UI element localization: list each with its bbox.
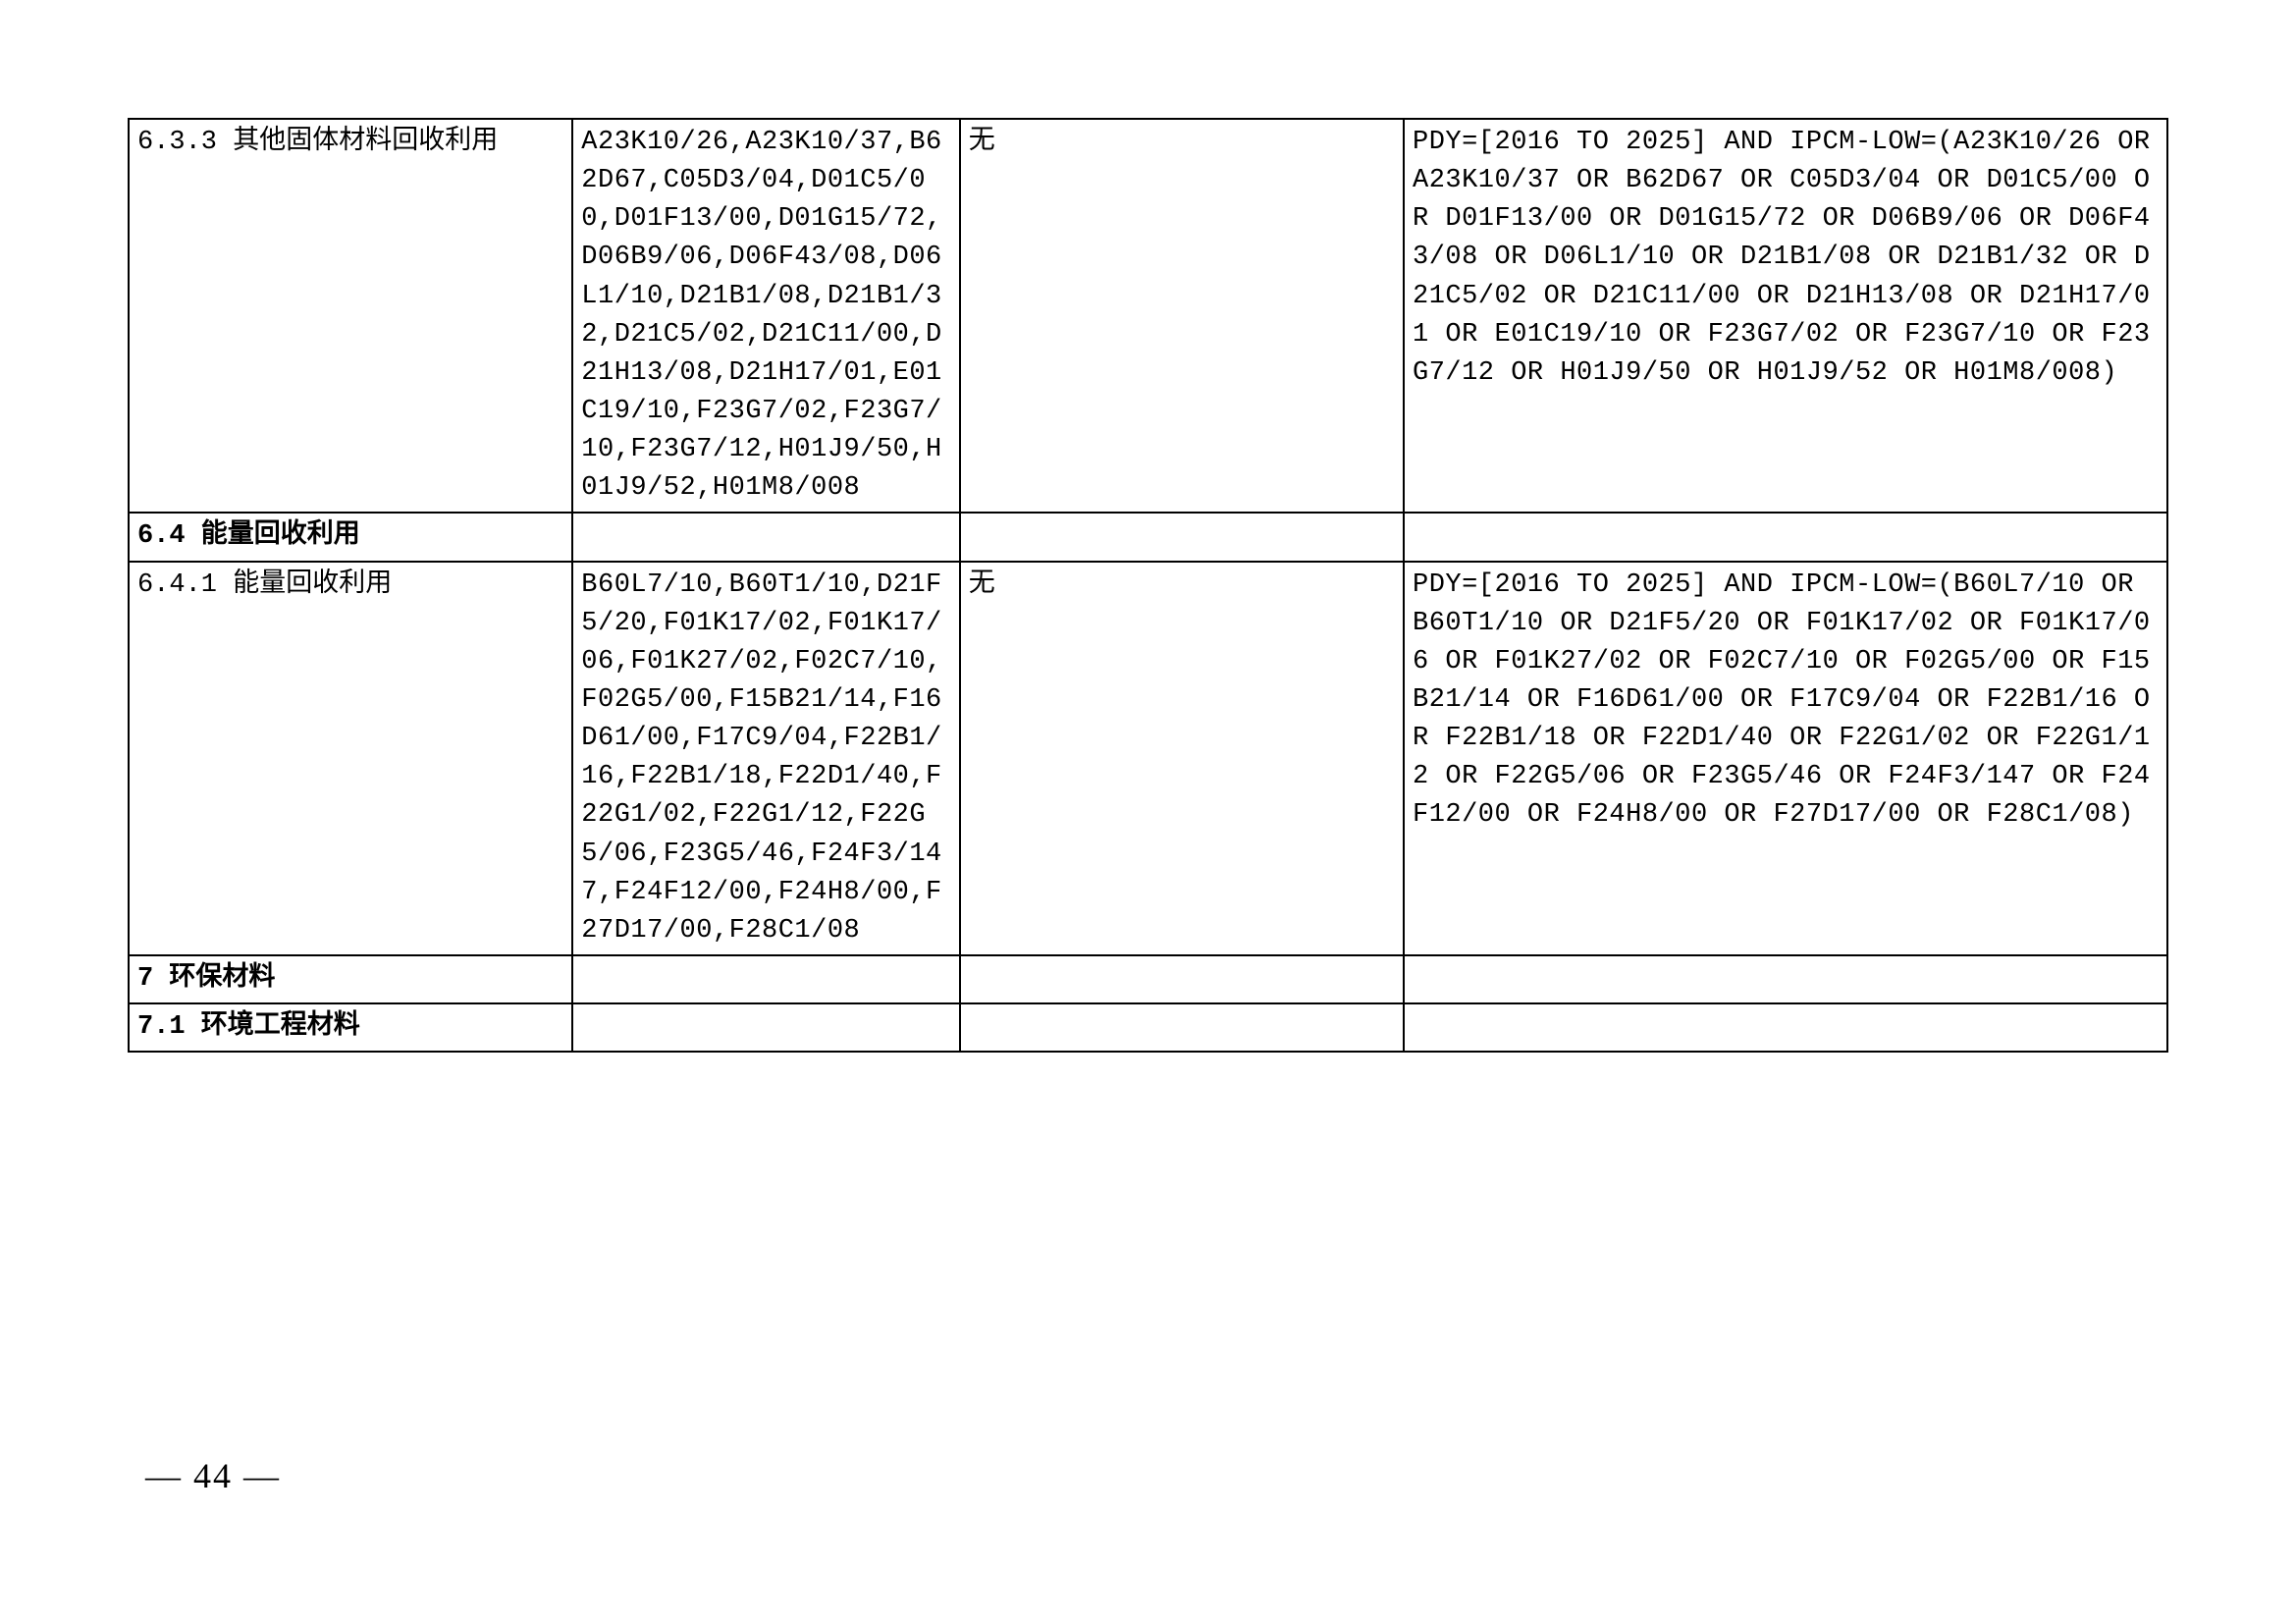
cell-category: 6.3.3 其他固体材料回收利用: [129, 119, 572, 513]
table-row: 6.4.1 能量回收利用 B60L7/10,B60T1/10,D21F5/20,…: [129, 562, 2167, 955]
cell-category: 6.4 能量回收利用: [129, 513, 572, 561]
cell-category: 6.4.1 能量回收利用: [129, 562, 572, 955]
cell-category: 7.1 环境工程材料: [129, 1003, 572, 1052]
cell-note: [960, 955, 1404, 1003]
table-body: 6.3.3 其他固体材料回收利用 A23K10/26,A23K10/37,B62…: [129, 119, 2167, 1052]
cell-query: [1404, 955, 2167, 1003]
cell-note: [960, 513, 1404, 561]
cell-note: 无: [960, 119, 1404, 513]
cell-category: 7 环保材料: [129, 955, 572, 1003]
page-number: — 44 —: [145, 1455, 281, 1496]
cell-ipc-codes: [572, 1003, 959, 1052]
classification-table: 6.3.3 其他固体材料回收利用 A23K10/26,A23K10/37,B62…: [128, 118, 2168, 1053]
table-row: 6.4 能量回收利用: [129, 513, 2167, 561]
cell-ipc-codes: [572, 955, 959, 1003]
document-page: 6.3.3 其他固体材料回收利用 A23K10/26,A23K10/37,B62…: [0, 0, 2296, 1624]
cell-query: PDY=[2016 TO 2025] AND IPCM-LOW=(B60L7/1…: [1404, 562, 2167, 955]
cell-query: [1404, 1003, 2167, 1052]
cell-note: 无: [960, 562, 1404, 955]
table-row: 7.1 环境工程材料: [129, 1003, 2167, 1052]
table-row: 6.3.3 其他固体材料回收利用 A23K10/26,A23K10/37,B62…: [129, 119, 2167, 513]
cell-ipc-codes: A23K10/26,A23K10/37,B62D67,C05D3/04,D01C…: [572, 119, 959, 513]
cell-query: [1404, 513, 2167, 561]
cell-note: [960, 1003, 1404, 1052]
cell-query: PDY=[2016 TO 2025] AND IPCM-LOW=(A23K10/…: [1404, 119, 2167, 513]
cell-ipc-codes: [572, 513, 959, 561]
table-row: 7 环保材料: [129, 955, 2167, 1003]
cell-ipc-codes: B60L7/10,B60T1/10,D21F5/20,F01K17/02,F01…: [572, 562, 959, 955]
